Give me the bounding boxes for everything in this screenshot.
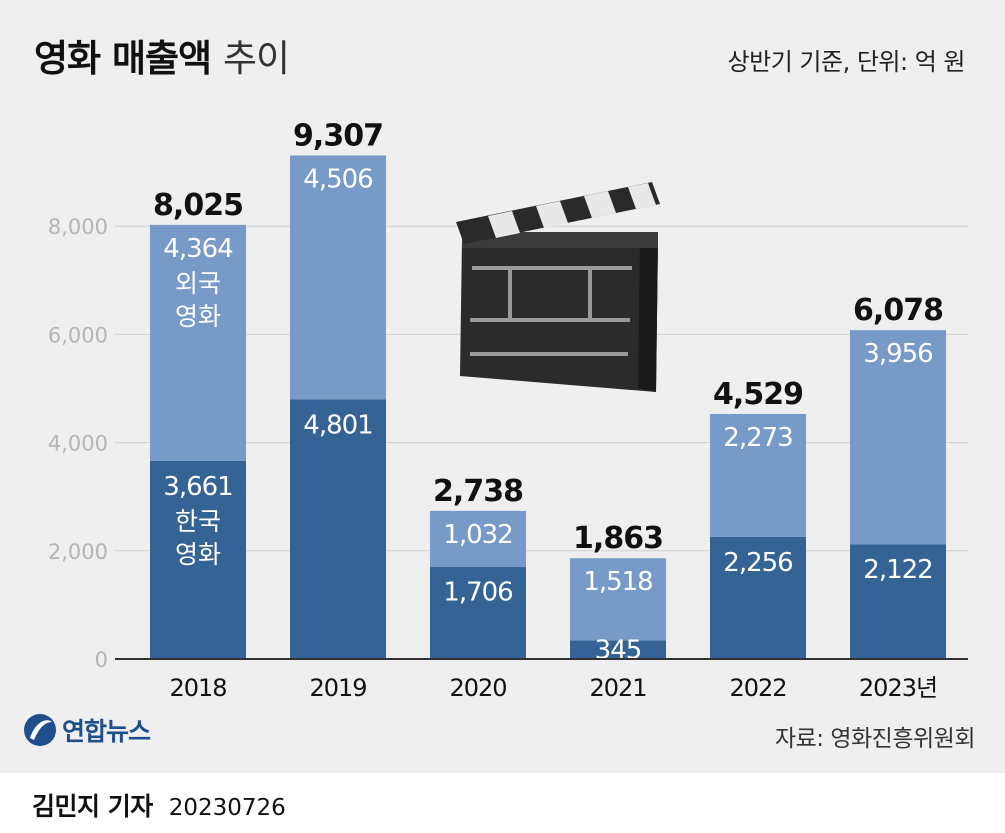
y-tick-label: 2,000 — [48, 540, 108, 564]
x-tick-label: 2020 — [449, 674, 506, 702]
clapperboard-icon — [456, 182, 660, 392]
x-tick-label: 2018 — [169, 674, 226, 702]
domestic-value-label: 2,256 — [723, 548, 792, 578]
foreign-value-label: 1,518 — [583, 567, 652, 597]
total-label: 4,529 — [713, 377, 803, 412]
bar-domestic — [430, 566, 526, 659]
bar-domestic — [290, 399, 386, 659]
y-tick-label: 8,000 — [48, 215, 108, 239]
yonhap-emblem-icon — [24, 714, 56, 746]
domestic-series-annotation: 한국 — [175, 507, 221, 536]
y-tick-label: 6,000 — [48, 323, 108, 347]
bar-foreign — [290, 155, 386, 400]
reporter-name: 김민지 기자 — [32, 792, 153, 821]
bar-domestic — [710, 536, 806, 659]
credit-line: 김민지 기자 20230726 — [32, 787, 286, 823]
bar-foreign — [850, 330, 946, 545]
domestic-value-label: 1,706 — [443, 578, 512, 608]
foreign-value-label: 4,506 — [303, 164, 372, 194]
title-bold: 영화 매출액 — [34, 37, 212, 80]
foreign-value-label: 4,364 — [163, 234, 233, 264]
yonhap-logo: 연합뉴스 — [22, 712, 151, 748]
bar-chart: 0 2,000 4,000 6,000 8,000 8,025 4,364 3,661 2018… — [48, 118, 968, 702]
foreign-series-annotation: 외국 — [175, 269, 221, 298]
domestic-value-label: 3,661 — [163, 472, 232, 502]
total-label: 2,738 — [433, 474, 523, 509]
x-tick-label: 2022 — [729, 674, 786, 702]
chart-panel: 영화 매출액 추이 상반기 기준, 단위: 억 원 0 2,000 4,000 6,0… — [0, 0, 1005, 773]
chart-title: 영화 매출액 추이 — [34, 28, 290, 82]
total-label: 9,307 — [293, 118, 383, 153]
bar-domestic — [850, 544, 946, 659]
y-tick-label: 0 — [95, 648, 108, 672]
x-tick-label: 2023년 — [859, 674, 937, 702]
title-light: 추이 — [222, 37, 290, 80]
logo-text: 연합뉴스 — [62, 717, 151, 746]
x-tick-label: 2021 — [589, 674, 646, 702]
domestic-value-label: 4,801 — [303, 410, 372, 440]
bar-foreign — [430, 510, 526, 567]
total-label: 6,078 — [853, 293, 943, 328]
y-tick-label: 4,000 — [48, 432, 108, 456]
total-label: 1,863 — [573, 521, 663, 556]
unit-note: 상반기 기준, 단위: 억 원 — [727, 48, 966, 76]
bar-foreign — [710, 413, 806, 537]
publish-date: 20230726 — [168, 795, 286, 821]
foreign-value-label: 1,032 — [443, 520, 512, 550]
domestic-series-annotation: 영화 — [175, 540, 221, 569]
bar-foreign — [150, 224, 246, 461]
domestic-value-label: 2,122 — [863, 555, 932, 585]
source-note: 자료: 영화진흥위원회 — [774, 726, 976, 752]
foreign-value-label: 3,956 — [863, 339, 932, 369]
bar-foreign — [570, 558, 666, 641]
bar-domestic — [570, 640, 666, 659]
total-label: 8,025 — [153, 188, 243, 223]
domestic-value-label: 345 — [595, 636, 642, 666]
x-tick-label: 2019 — [309, 674, 366, 702]
foreign-value-label: 2,273 — [723, 423, 792, 453]
foreign-series-annotation: 영화 — [175, 302, 221, 331]
bar-domestic — [150, 460, 246, 659]
